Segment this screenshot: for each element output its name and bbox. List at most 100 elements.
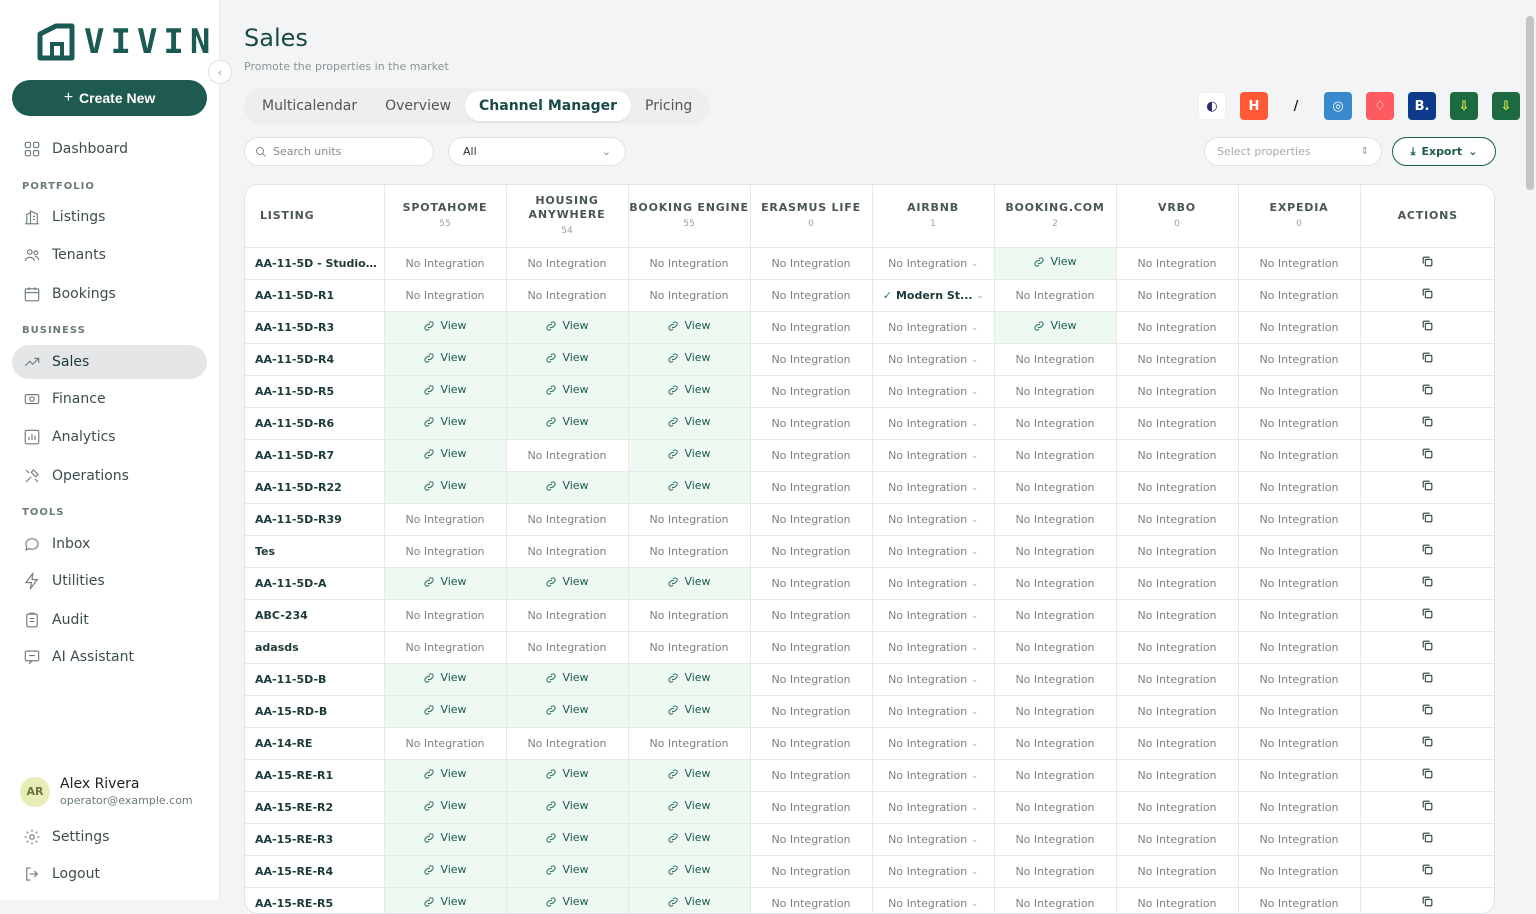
airbnb-select[interactable]: No Integration ⌄	[872, 663, 995, 696]
listing-name[interactable]: ABC-234	[245, 599, 385, 632]
listing-name[interactable]: adasds	[245, 631, 385, 664]
airbnb-select[interactable]: No Integration ⌄	[872, 759, 995, 792]
tab-channel-manager[interactable]: Channel Manager	[465, 91, 632, 121]
duplicate-button[interactable]	[1360, 311, 1494, 344]
listing-name[interactable]: AA-11-5D-R22	[245, 471, 385, 504]
view-link-cell[interactable]: View	[384, 439, 507, 472]
view-link-cell[interactable]: View	[628, 759, 751, 792]
listing-name[interactable]: AA-11-5D-R4	[245, 343, 385, 376]
airbnb-select[interactable]: No Integration ⌄	[872, 567, 995, 600]
view-link-cell[interactable]: View	[384, 343, 507, 376]
duplicate-button[interactable]	[1360, 439, 1494, 472]
view-link-cell[interactable]: View	[506, 695, 629, 728]
brand-logo[interactable]: VIVIN	[36, 22, 216, 62]
view-link-cell[interactable]: View	[384, 855, 507, 888]
table-row[interactable]: AA-14-RE No Integration No Integration No I…	[245, 727, 1494, 760]
sidebar-item-settings[interactable]: Settings	[12, 820, 207, 854]
sidebar-item-finance[interactable]: Finance	[12, 382, 207, 416]
view-link-cell[interactable]: View	[384, 407, 507, 440]
housing-logo[interactable]: ◎	[1324, 92, 1352, 120]
airbnb-select[interactable]: No Integration ⌄	[872, 631, 995, 664]
airbnb-select[interactable]: No Integration ⌄	[872, 599, 995, 632]
table-row[interactable]: adasds No Integration No Integration No Int…	[245, 631, 1494, 664]
view-link-cell[interactable]: View	[628, 471, 751, 504]
table-row[interactable]: AA-11-5D-R4 View View View No Integration No …	[245, 343, 1494, 376]
sidebar-item-operations[interactable]: Operations	[12, 459, 207, 493]
view-link-cell[interactable]: View	[628, 855, 751, 888]
view-link-cell[interactable]: View	[628, 407, 751, 440]
download-logo-1[interactable]: ⇩	[1450, 92, 1478, 120]
airbnb-select[interactable]: No Integration ⌄	[872, 343, 995, 376]
airbnb-select[interactable]: No Integration ⌄	[872, 375, 995, 408]
sidebar-item-listings[interactable]: Listings	[12, 200, 207, 234]
view-link-cell[interactable]: View	[506, 823, 629, 856]
duplicate-button[interactable]	[1360, 599, 1494, 632]
download-logo-2[interactable]: ⇩	[1492, 92, 1520, 120]
sidebar-item-sales[interactable]: Sales	[12, 345, 207, 379]
airbnb-select[interactable]: No Integration ⌄	[872, 823, 995, 856]
view-link-cell[interactable]: View	[384, 823, 507, 856]
spotahome-logo[interactable]: ◐	[1198, 92, 1226, 120]
table-row[interactable]: AA-15-RE-R5 View View View No Integration No …	[245, 887, 1494, 913]
filter-select[interactable]: All ⌄	[448, 137, 626, 166]
view-link-cell[interactable]: View	[384, 791, 507, 824]
view-link-cell[interactable]: View	[628, 375, 751, 408]
collapse-sidebar-button[interactable]: ‹	[208, 60, 232, 84]
duplicate-button[interactable]	[1360, 663, 1494, 696]
view-link-cell[interactable]: View	[994, 311, 1117, 344]
duplicate-button[interactable]	[1360, 823, 1494, 856]
airbnb-select[interactable]: No Integration ⌄	[872, 535, 995, 568]
listing-name[interactable]: AA-11-5D-R3	[245, 311, 385, 344]
airbnb-select[interactable]: No Integration ⌄	[872, 439, 995, 472]
airbnb-select[interactable]: No Integration ⌄	[872, 695, 995, 728]
sidebar-item-inbox[interactable]: Inbox	[12, 527, 207, 561]
view-link-cell[interactable]: View	[506, 375, 629, 408]
table-row[interactable]: AA-15-RE-R1 View View View No Integration No …	[245, 759, 1494, 792]
view-link-cell[interactable]: View	[628, 343, 751, 376]
user-profile[interactable]: AR Alex Rivera operator@example.com	[20, 776, 193, 807]
airbnb-select[interactable]: No Integration ⌄	[872, 791, 995, 824]
duplicate-button[interactable]	[1360, 279, 1494, 312]
listing-name[interactable]: AA-15-RE-R4	[245, 855, 385, 888]
listing-name[interactable]: Tes	[245, 535, 385, 568]
duplicate-button[interactable]	[1360, 247, 1494, 280]
table-row[interactable]: ABC-234 No Integration No Integration No In…	[245, 599, 1494, 632]
table-row[interactable]: AA-11-5D-R6 View View View No Integration No …	[245, 407, 1494, 440]
view-link-cell[interactable]: View	[506, 471, 629, 504]
view-link-cell[interactable]: View	[506, 791, 629, 824]
create-new-button[interactable]: + Create New	[12, 80, 207, 116]
listing-name[interactable]: AA-15-RE-R3	[245, 823, 385, 856]
airbnb-select[interactable]: No Integration ⌄	[872, 855, 995, 888]
view-link-cell[interactable]: View	[384, 311, 507, 344]
view-link-cell[interactable]: View	[628, 823, 751, 856]
view-link-cell[interactable]: View	[628, 663, 751, 696]
listing-name[interactable]: AA-11-5D-R7	[245, 439, 385, 472]
view-link-cell[interactable]: View	[384, 695, 507, 728]
view-link-cell[interactable]: View	[384, 471, 507, 504]
housing-anywhere-logo[interactable]: H	[1240, 92, 1268, 120]
duplicate-button[interactable]	[1360, 567, 1494, 600]
duplicate-button[interactable]	[1360, 631, 1494, 664]
search-input[interactable]	[273, 145, 423, 158]
sidebar-item-audit[interactable]: Audit	[12, 603, 207, 637]
view-link-cell[interactable]: View	[384, 375, 507, 408]
table-row[interactable]: AA-15-RD-B View View View No Integration No I…	[245, 695, 1494, 728]
view-link-cell[interactable]: View	[506, 407, 629, 440]
tab-overview[interactable]: Overview	[385, 98, 452, 114]
duplicate-button[interactable]	[1360, 791, 1494, 824]
listing-name[interactable]: AA-11-5D-R6	[245, 407, 385, 440]
sidebar-item-dashboard[interactable]: Dashboard	[12, 132, 207, 166]
export-button[interactable]: ⤓ Export ⌄	[1392, 137, 1496, 166]
table-row[interactable]: AA-11-5D-B View View View No Integration No I…	[245, 663, 1494, 696]
search-box[interactable]	[244, 137, 434, 166]
listing-name[interactable]: AA-15-RE-R2	[245, 791, 385, 824]
airbnb-select[interactable]: No Integration ⌄	[872, 503, 995, 536]
view-link-cell[interactable]: View	[628, 567, 751, 600]
table-row[interactable]: AA-11-5D-R3 View View View No Integration No …	[245, 311, 1494, 344]
table-row[interactable]: AA-15-RE-R3 View View View No Integration No …	[245, 823, 1494, 856]
erasmus-life-logo[interactable]: /	[1293, 98, 1299, 114]
duplicate-button[interactable]	[1360, 343, 1494, 376]
duplicate-button[interactable]	[1360, 535, 1494, 568]
duplicate-button[interactable]	[1360, 759, 1494, 792]
listing-name[interactable]: AA-11-5D - Studio ...	[245, 247, 385, 280]
